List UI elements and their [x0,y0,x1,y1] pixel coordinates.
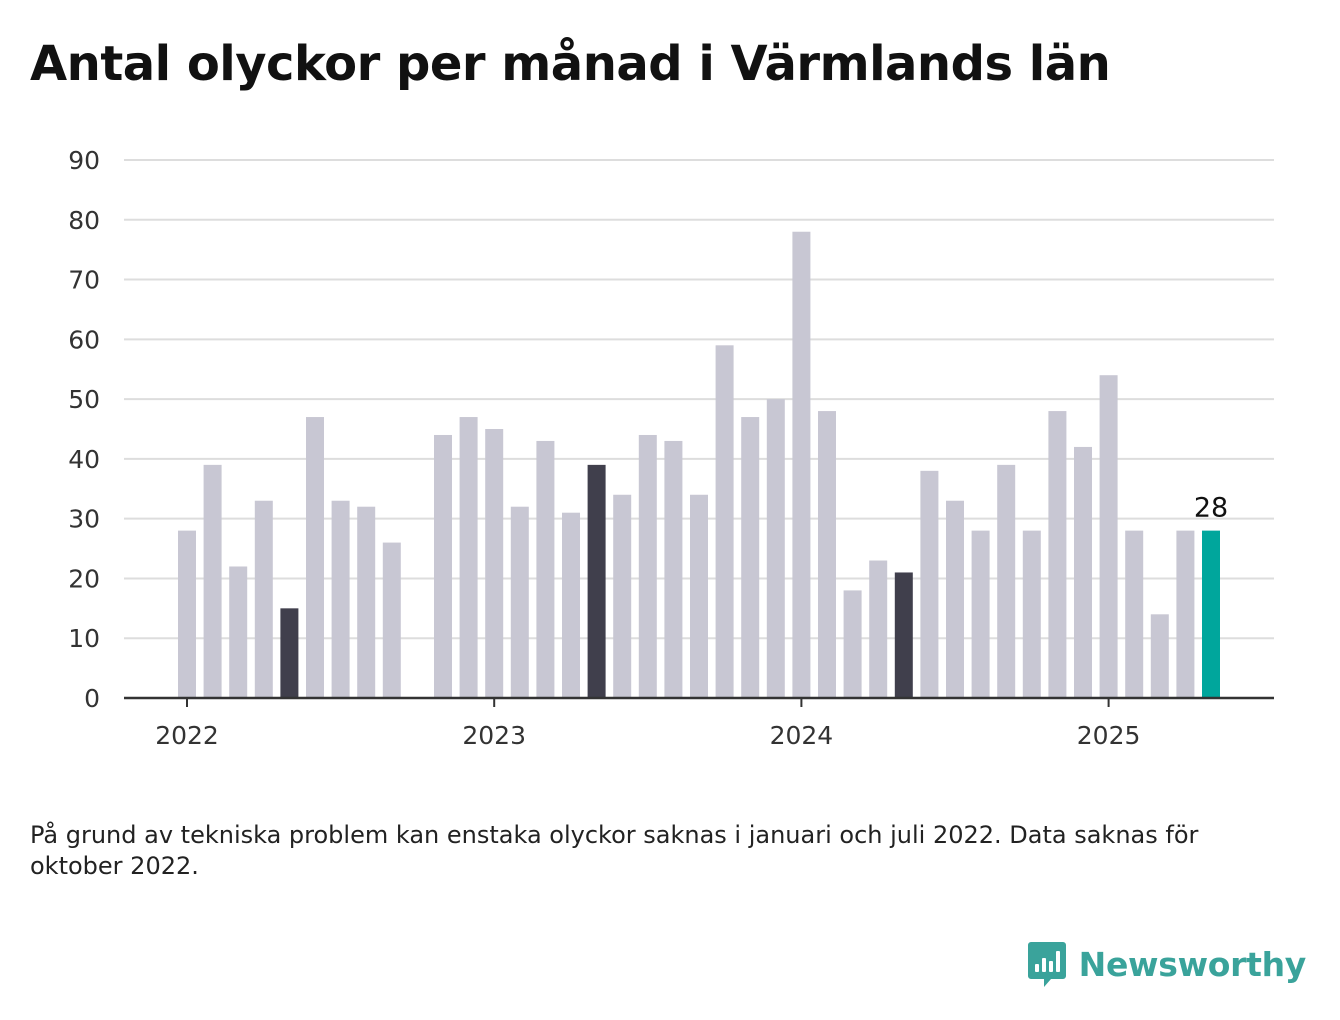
bar-2023-02 [510,506,529,698]
y-tick-label: 60 [68,325,100,354]
bar-2024-03 [843,590,862,698]
bar-2023-07 [638,434,657,698]
x-tick-label: 2023 [462,721,526,750]
bar-2024-10 [1022,530,1041,698]
bar-2022-01 [178,530,196,698]
y-tick-label: 30 [68,505,100,534]
bar-2022-12 [459,417,478,698]
x-axis: 2022 2023 2024 2025 [124,696,1274,750]
bar-2022-09 [382,542,401,698]
bar-2023-05 [587,464,606,698]
bar-2023-06 [613,494,632,698]
bar-2023-01 [485,429,504,698]
bar-2025-05 [1202,530,1220,698]
bar-2023-04 [562,512,580,698]
bar-2022-02 [203,464,222,698]
bar-2023-12 [766,399,785,698]
bar-2024-12 [1074,446,1092,698]
y-tick-label: 80 [68,206,100,235]
bar-2022-05 [280,608,299,698]
brand-logo: Newsworthy [1027,940,1306,988]
bar-2023-10 [715,345,734,698]
bar-2024-11 [1048,411,1067,698]
bar-2023-03 [536,440,555,698]
bar-2025-04 [1176,530,1195,698]
chart-title: Antal olyckor per månad i Värmlands län [30,36,1111,92]
data-label: 28 [1194,493,1228,524]
bar-2022-06 [306,417,324,698]
bar-2024-09 [997,464,1016,698]
newsworthy-logo-icon [1027,942,1066,987]
bar-chart: 0 10 20 30 40 50 60 70 80 90 2022 2023 2024 2025 28 [68,146,1274,750]
bar-2023-09 [690,494,708,698]
bar-2024-05 [894,572,913,698]
bar-2022-08 [357,506,376,698]
footnote: På grund av tekniska problem kan enstaka… [30,821,1199,880]
bars [178,231,1220,698]
bar-2023-08 [664,440,683,698]
bar-2022-07 [331,500,350,698]
bar-2024-02 [818,411,836,698]
y-tick-label: 50 [68,385,100,414]
x-tick-label: 2024 [770,721,834,750]
bar-2022-03 [229,566,248,698]
bar-2025-03 [1150,614,1169,698]
brand-name: Newsworthy [1078,944,1307,984]
y-tick-label: 70 [68,266,100,295]
x-tick-label: 2025 [1077,721,1141,750]
bar-2022-04 [254,500,273,698]
bar-2025-02 [1125,530,1144,698]
bar-2023-11 [741,417,760,698]
y-tick-label: 10 [68,624,100,653]
y-tick-label: 90 [68,146,100,175]
bar-2022-11 [434,434,452,698]
bar-2024-08 [971,530,990,698]
y-tick-label: 20 [68,564,100,593]
bar-2024-06 [920,470,939,698]
bar-2024-07 [946,500,964,698]
x-tick-label: 2022 [155,721,219,750]
y-tick-label: 0 [84,684,100,713]
bar-2024-04 [869,560,888,698]
bar-2024-01 [792,231,811,698]
y-tick-label: 40 [68,445,100,474]
data-labels: 28 [1194,493,1228,524]
bar-2025-01 [1099,375,1118,698]
